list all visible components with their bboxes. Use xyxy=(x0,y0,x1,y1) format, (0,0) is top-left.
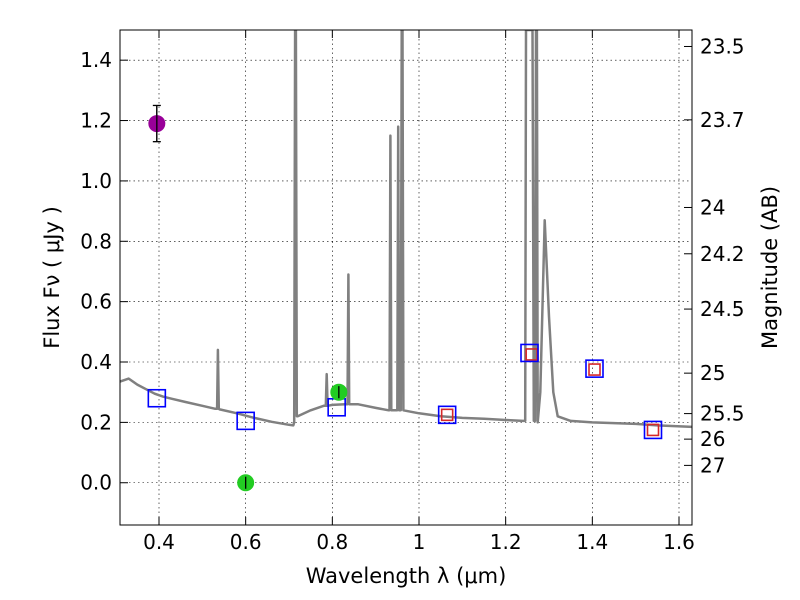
series-observed-photometry xyxy=(147,343,663,440)
series-green-measurements xyxy=(237,383,348,492)
y-tick-label: 0.8 xyxy=(80,229,112,253)
photometry-marker xyxy=(327,397,346,417)
sed-line xyxy=(120,30,692,429)
photometry-marker xyxy=(646,423,660,437)
plot-area xyxy=(120,30,692,492)
y-tick-label: 1.2 xyxy=(80,109,112,133)
axis-ticks: 0.4 0.6 0.8 1 1.2 1.4 1.6 0.0 0.2 0.4 0.6 0.8 1.0 1.2… xyxy=(80,30,745,554)
right-tick-label: 27 xyxy=(700,453,725,477)
plot-frame xyxy=(119,29,693,526)
right-tick-label: 25.5 xyxy=(700,402,745,426)
right-y-axis-label: Magnitude (AB) xyxy=(758,186,782,349)
right-tick-label: 24.5 xyxy=(700,297,745,321)
y-tick-label: 0.4 xyxy=(80,350,112,374)
y-tick-label: 1.0 xyxy=(80,169,112,193)
right-tick-label: 23.7 xyxy=(700,108,745,132)
photometry-marker xyxy=(643,420,663,440)
photometry-marker xyxy=(236,411,255,431)
y-tick-label: 1.4 xyxy=(80,48,112,72)
x-tick-label: 1 xyxy=(413,530,426,554)
right-tick-label: 26 xyxy=(700,427,725,451)
x-tick-label: 0.4 xyxy=(143,530,175,554)
series-magenta-measurement xyxy=(148,104,166,143)
x-tick-label: 1.2 xyxy=(490,530,522,554)
photometry-marker xyxy=(520,343,539,363)
y-tick-label: 0.0 xyxy=(80,471,112,495)
photometry-marker xyxy=(588,363,601,376)
y-tick-label: 0.6 xyxy=(80,290,112,314)
right-tick-label: 25 xyxy=(700,361,725,385)
series-model-photometry xyxy=(440,348,660,437)
right-tick-label: 23.5 xyxy=(700,34,745,58)
x-tick-label: 0.8 xyxy=(316,530,348,554)
series-sed-model xyxy=(120,30,692,429)
x-axis-label: Wavelength λ (μm) xyxy=(306,564,507,588)
x-tick-label: 0.6 xyxy=(230,530,262,554)
y-axis-label: Flux Fν ( μJy ) xyxy=(40,206,64,349)
x-tick-label: 1.6 xyxy=(663,530,695,554)
photometry-marker xyxy=(440,408,454,422)
x-tick-label: 1.4 xyxy=(576,530,608,554)
photometry-marker xyxy=(147,388,167,408)
y-tick-label: 0.2 xyxy=(80,410,112,434)
right-tick-label: 24 xyxy=(700,195,725,219)
grid xyxy=(120,30,692,525)
photometry-marker xyxy=(525,348,538,361)
photometry-marker xyxy=(585,359,604,378)
photometry-marker xyxy=(437,405,457,425)
right-tick-label: 24.2 xyxy=(700,242,745,266)
